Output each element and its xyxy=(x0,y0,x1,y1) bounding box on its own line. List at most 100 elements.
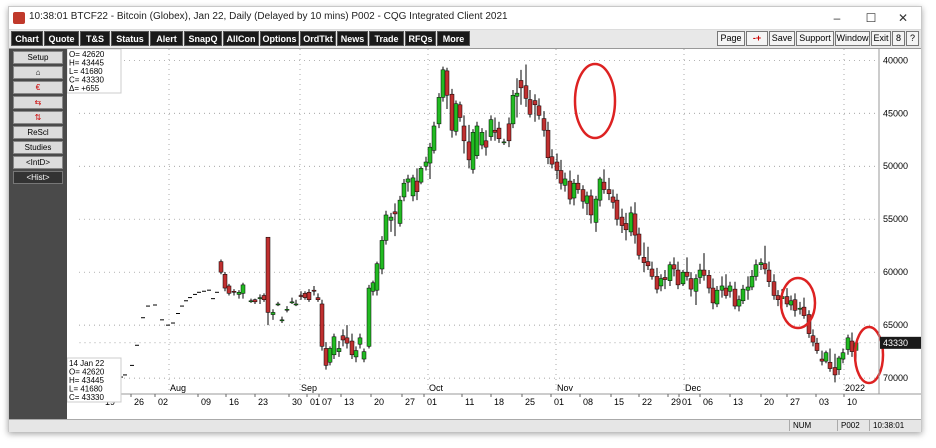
trade-button[interactable]: Trade xyxy=(369,31,404,46)
cursor-ohlc-line: 14 Jan 22 xyxy=(69,359,105,368)
candle-body xyxy=(270,312,276,315)
candle-body xyxy=(710,287,716,304)
chart-grid xyxy=(79,49,879,394)
plus-minus-button[interactable]: -+ xyxy=(746,31,768,46)
page-button[interactable]: Page xyxy=(717,31,745,46)
save-button[interactable]: Save xyxy=(769,31,795,46)
candle-body xyxy=(771,281,777,296)
candle-body xyxy=(753,264,759,277)
candle-body xyxy=(549,156,555,165)
rfqs-button[interactable]: RFQs xyxy=(405,31,436,46)
cursor-ohlc-box xyxy=(66,357,122,403)
candle-body xyxy=(662,277,668,280)
candle-body xyxy=(819,358,825,362)
candle-body xyxy=(306,292,312,300)
exit-button[interactable]: Exit xyxy=(871,31,891,46)
candle-body xyxy=(527,99,533,115)
support-button[interactable]: Support xyxy=(796,31,834,46)
candle-body xyxy=(514,92,520,97)
layout-button[interactable]: 8 xyxy=(892,31,905,46)
close-button[interactable]: ✕ xyxy=(897,11,909,25)
candle-body xyxy=(719,285,725,291)
x-tick-label: 01 xyxy=(310,397,320,407)
candle-body xyxy=(289,301,295,304)
candle-body xyxy=(536,105,542,116)
candle-body xyxy=(496,127,502,139)
candle-body xyxy=(226,285,232,294)
candle-body xyxy=(501,141,507,144)
candle-body xyxy=(323,348,329,366)
x-tick-label: 07 xyxy=(322,397,332,407)
home-icon[interactable]: ⌂ xyxy=(13,66,63,79)
candle-body xyxy=(461,125,467,142)
intraday-button[interactable]: <IntD> xyxy=(13,156,63,169)
candle-body xyxy=(315,297,321,300)
snapq-button[interactable]: SnapQ xyxy=(184,31,222,46)
candle-body xyxy=(279,319,285,322)
candle-body xyxy=(466,141,472,161)
vertical-arrows-icon[interactable]: ⇅ xyxy=(13,111,63,124)
news-button[interactable]: News xyxy=(337,31,368,46)
candle-body xyxy=(510,95,516,125)
candle-body xyxy=(236,292,242,295)
last-price-box xyxy=(880,336,921,349)
page-indicator: P002 xyxy=(837,420,863,431)
ordtkt-button[interactable]: OrdTkt xyxy=(300,31,336,46)
help-button[interactable]: ? xyxy=(906,31,919,46)
maximize-button[interactable]: ☐ xyxy=(865,11,877,25)
candle-body xyxy=(740,288,746,302)
candle-body xyxy=(675,269,681,286)
window-button[interactable]: Window xyxy=(835,31,870,46)
more-button[interactable]: More xyxy=(437,31,470,46)
x-tick-label: 11 xyxy=(465,397,474,407)
time-and-sales-button[interactable]: T&S xyxy=(80,31,110,46)
horizontal-arrows-icon[interactable]: ⇆ xyxy=(13,96,63,109)
x-tick-label: 29 xyxy=(671,397,681,407)
rescale-button[interactable]: ReScl xyxy=(13,126,63,139)
candle-body xyxy=(836,357,842,370)
candle-body xyxy=(614,199,620,220)
candle-body xyxy=(801,306,807,316)
last-price-label: 43330 xyxy=(883,338,908,348)
candle-body xyxy=(344,337,350,344)
allcon-button[interactable]: AllCon xyxy=(223,31,259,46)
candle-body xyxy=(470,132,476,170)
candle-body xyxy=(410,177,416,197)
candle-body xyxy=(474,125,480,156)
studies-button[interactable]: Studies xyxy=(13,141,63,154)
quote-button[interactable]: Quote xyxy=(44,31,79,46)
candle-body xyxy=(775,295,781,300)
chart-area[interactable]: 70000 65000 60000 55000 50000 45000 40000 Aug Se… xyxy=(9,48,921,419)
status-button[interactable]: Status xyxy=(111,31,149,46)
options-button[interactable]: Options xyxy=(260,31,299,46)
ohlc-line: L= 41680 xyxy=(69,67,103,76)
candle-body xyxy=(562,178,568,186)
minimize-button[interactable]: – xyxy=(833,11,841,25)
currency-icon[interactable]: € xyxy=(13,81,63,94)
x-tick-label: 01 xyxy=(554,397,564,407)
y-tick-label: 40000 xyxy=(883,55,908,65)
ohlc-box xyxy=(66,48,122,94)
candle-body xyxy=(414,180,420,192)
candle-body xyxy=(762,263,768,270)
month-label: Nov xyxy=(557,383,574,393)
candle-body xyxy=(240,284,246,294)
candle-body xyxy=(418,168,424,183)
candle-body xyxy=(619,216,625,226)
candle-body xyxy=(784,296,790,305)
chart-button[interactable]: Chart xyxy=(11,31,43,46)
candle-body xyxy=(714,289,720,305)
title-bar: 10:38:01 BTCF22 - Bitcoin (Globex), Jan … xyxy=(9,7,921,30)
candle-body xyxy=(302,293,308,298)
candle-body xyxy=(374,263,380,291)
setup-button[interactable]: Setup xyxy=(13,51,63,64)
candle-body xyxy=(766,269,772,282)
cqg-app-icon xyxy=(13,12,25,24)
candle-body xyxy=(810,335,816,343)
candle-body xyxy=(593,198,599,223)
price-chart[interactable]: 70000 65000 60000 55000 50000 45000 40000 Aug Se… xyxy=(9,48,921,419)
alert-button[interactable]: Alert xyxy=(150,31,183,46)
history-button[interactable]: <Hist> xyxy=(13,171,63,184)
x-tick-label: 27 xyxy=(405,397,415,407)
